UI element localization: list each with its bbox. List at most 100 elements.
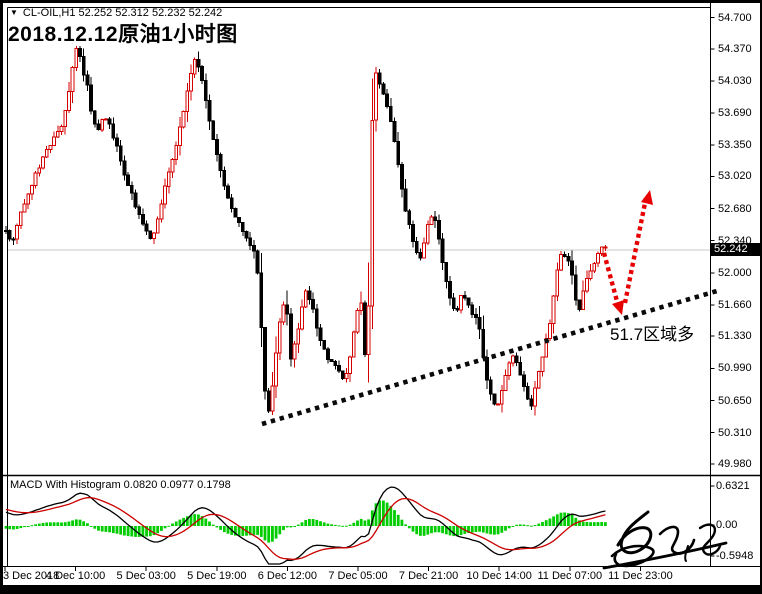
macd-histogram-bar (67, 521, 71, 526)
macd-histogram-bar (263, 526, 267, 541)
candle (577, 299, 582, 312)
macd-histogram-bar (407, 526, 411, 529)
candle (263, 326, 267, 400)
candle (466, 297, 471, 308)
candle (174, 141, 179, 166)
macd-histogram-bar (326, 523, 330, 526)
candle (104, 118, 108, 121)
candle (270, 372, 275, 416)
macd-histogram-bar (333, 524, 337, 526)
macd-axis-label: 0.6321 (716, 480, 750, 492)
candle (266, 388, 271, 414)
price-axis-label: 50.990 (718, 362, 752, 375)
macd-histogram-bar (511, 526, 515, 527)
candle (281, 301, 286, 325)
time-axis-label: 4 Dec 10:00 (45, 570, 106, 582)
macd-histogram-bar (174, 521, 178, 526)
candle (314, 304, 319, 337)
macd-histogram-bar (82, 521, 86, 526)
macd-histogram-bar (93, 526, 97, 529)
candle (59, 124, 64, 135)
chart-title: 2018.12.12原油1小时图 (8, 23, 238, 46)
candle (155, 216, 160, 234)
macd-histogram-bar (526, 525, 530, 527)
macd-histogram-bar (178, 519, 182, 526)
candle (366, 262, 371, 383)
macd-histogram-bar (152, 526, 156, 536)
macd-histogram-bar (348, 524, 352, 526)
candle (11, 237, 16, 246)
price-axis-label: 49.980 (718, 457, 752, 470)
candle (15, 223, 19, 244)
candle (274, 336, 279, 398)
candle (55, 125, 60, 138)
candle (496, 403, 501, 406)
symbol-info-bar[interactable]: ▼ CL-OIL,H1 52.252 52.312 52.232 52.242 (10, 7, 222, 19)
macd-histogram-bar (433, 526, 437, 533)
price-axis-label: 54.700 (718, 11, 752, 24)
candle (318, 324, 323, 346)
candle (141, 208, 145, 226)
macd-histogram-bar (315, 519, 319, 526)
candle (215, 133, 219, 162)
candle (462, 290, 467, 301)
macd-histogram-bar (248, 526, 252, 536)
candle (437, 214, 441, 245)
macd-histogram-bar (481, 526, 485, 533)
candle (566, 253, 571, 266)
candle (363, 300, 367, 358)
candle (400, 162, 404, 198)
candle (370, 78, 375, 330)
macd-histogram-bar (374, 503, 378, 526)
candle (333, 360, 338, 370)
macd-histogram-bar (600, 522, 604, 526)
candle (26, 192, 31, 209)
candle (255, 249, 260, 275)
candle (340, 370, 345, 380)
price-axis-label: 51.330 (718, 330, 752, 343)
macd-histogram-bar (211, 524, 215, 526)
candle (222, 166, 227, 190)
macd-histogram-bar (467, 526, 470, 533)
candle (451, 293, 456, 311)
candle (525, 382, 530, 401)
candle (126, 172, 130, 187)
candle (326, 347, 330, 364)
candle (4, 226, 8, 234)
candle (459, 294, 464, 314)
candle (477, 306, 482, 339)
macd-histogram-bar (193, 514, 197, 526)
macd-histogram-bar (185, 516, 189, 526)
candle (455, 306, 460, 312)
macd-histogram-bar (60, 522, 63, 526)
macd-histogram-bar (167, 525, 171, 527)
macd-histogram-bar (100, 526, 104, 532)
candle (548, 319, 552, 342)
macd-histogram-bar (115, 526, 119, 534)
macd-histogram-bar (585, 522, 589, 526)
candle (592, 261, 597, 273)
macd-histogram-bar (293, 526, 296, 527)
macd-histogram-bar (200, 516, 204, 526)
macd-histogram-bar (126, 526, 130, 537)
time-axis-label: 10 Dec 14:00 (466, 570, 532, 582)
candle (551, 295, 556, 334)
candle (30, 184, 34, 200)
candle (518, 356, 523, 376)
time-axis-label: 5 Dec 19:00 (187, 570, 247, 582)
price-axis-label: 52.680 (718, 202, 752, 215)
macd-histogram-bar (489, 526, 493, 535)
macd-histogram-bar (474, 526, 478, 532)
support-trendline[interactable] (261, 288, 719, 427)
candle (307, 285, 312, 305)
candle (63, 109, 68, 135)
chevron-down-icon[interactable]: ▼ (10, 8, 18, 17)
candle (248, 232, 253, 251)
macd-histogram-bar (581, 521, 585, 526)
candle (470, 302, 475, 318)
macd-histogram-bar (552, 516, 555, 526)
macd-histogram-bar (604, 522, 607, 526)
macd-histogram-bar (522, 524, 526, 526)
candle (96, 119, 101, 131)
candle (111, 117, 116, 141)
